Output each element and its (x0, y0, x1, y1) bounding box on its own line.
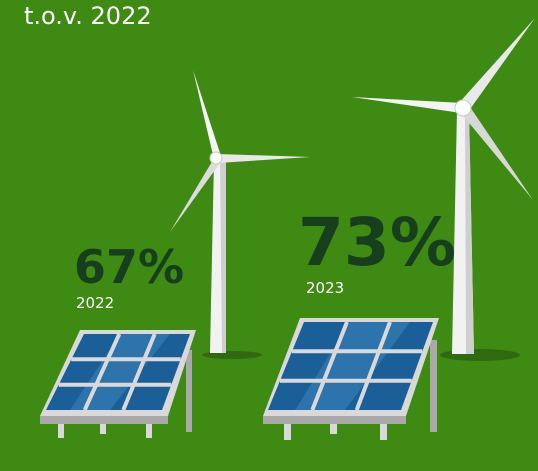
solar-panel (40, 330, 196, 438)
stat-year: 2022 (76, 294, 114, 312)
stat-value: 73% (298, 204, 456, 281)
wind-turbine (352, 18, 535, 354)
shadow (440, 349, 520, 361)
wind-turbine (170, 70, 310, 353)
illustration (0, 0, 538, 471)
infographic: t.o.v. 2022 67% 2022 73% 2023 (0, 0, 538, 471)
subtitle: t.o.v. 2022 (24, 2, 152, 30)
stat-year: 2023 (306, 279, 344, 297)
stat-value: 67% (74, 240, 184, 294)
solar-panel (263, 318, 439, 440)
